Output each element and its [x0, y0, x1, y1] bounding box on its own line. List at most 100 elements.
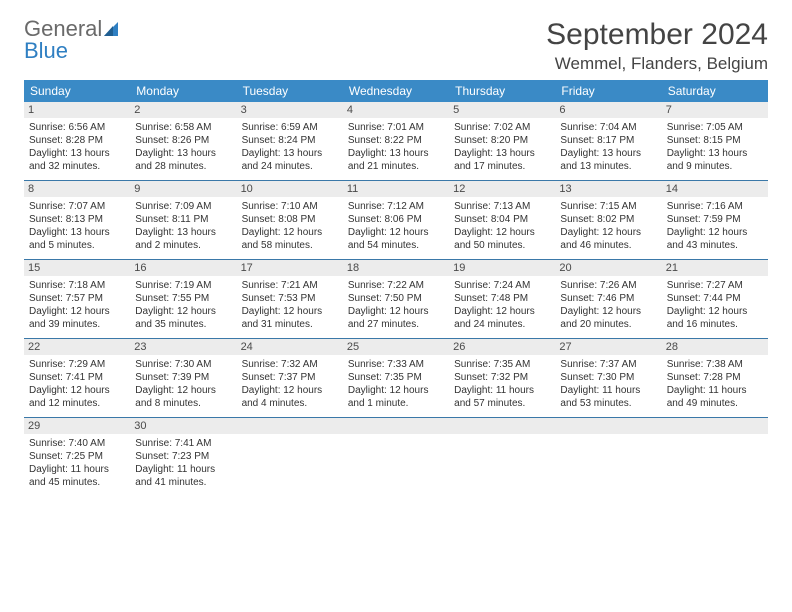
day-number: 29	[24, 418, 130, 434]
daylight-text: and 20 minutes.	[560, 318, 656, 331]
daylight-text: and 1 minute.	[348, 397, 444, 410]
day-cell: 30Sunrise: 7:41 AMSunset: 7:23 PMDayligh…	[130, 418, 236, 496]
daylight-text: and 32 minutes.	[29, 160, 125, 173]
daylight-text: Daylight: 12 hours	[667, 226, 763, 239]
sunrise-text: Sunrise: 7:10 AM	[242, 200, 338, 213]
day-cell: 6Sunrise: 7:04 AMSunset: 8:17 PMDaylight…	[555, 102, 661, 180]
sunrise-text: Sunrise: 7:04 AM	[560, 121, 656, 134]
day-number: 10	[237, 181, 343, 197]
day-number: 30	[130, 418, 236, 434]
sunset-text: Sunset: 8:15 PM	[667, 134, 763, 147]
calendar: Sunday Monday Tuesday Wednesday Thursday…	[24, 80, 768, 496]
sunset-text: Sunset: 8:22 PM	[348, 134, 444, 147]
day-cell: 10 Sunrise: 7:10 AMSunset: 8:08 PMDayligh…	[237, 181, 343, 259]
daylight-text: Daylight: 11 hours	[560, 384, 656, 397]
daylight-text: Daylight: 12 hours	[242, 305, 338, 318]
day-number: 1	[24, 102, 130, 118]
sunset-text: Sunset: 8:28 PM	[29, 134, 125, 147]
daylight-text: Daylight: 13 hours	[29, 147, 125, 160]
sunrise-text: Sunrise: 7:32 AM	[242, 358, 338, 371]
day-number: 23	[130, 339, 236, 355]
day-number	[662, 418, 768, 434]
day-cell: 27Sunrise: 7:37 AMSunset: 7:30 PMDayligh…	[555, 339, 661, 417]
sunset-text: Sunset: 7:32 PM	[454, 371, 550, 384]
daylight-text: Daylight: 11 hours	[29, 463, 125, 476]
day-number: 22	[24, 339, 130, 355]
day-cell: 9Sunrise: 7:09 AMSunset: 8:11 PMDaylight…	[130, 181, 236, 259]
sunset-text: Sunset: 8:08 PM	[242, 213, 338, 226]
daylight-text: and 24 minutes.	[454, 318, 550, 331]
day-cell: 14Sunrise: 7:16 AMSunset: 7:59 PMDayligh…	[662, 181, 768, 259]
sunset-text: Sunset: 7:37 PM	[242, 371, 338, 384]
sunset-text: Sunset: 8:04 PM	[454, 213, 550, 226]
sunrise-text: Sunrise: 7:24 AM	[454, 279, 550, 292]
logo-text: General Blue	[24, 18, 122, 62]
daylight-text: and 31 minutes.	[242, 318, 338, 331]
sunrise-text: Sunrise: 7:40 AM	[29, 437, 125, 450]
sunrise-text: Sunrise: 7:12 AM	[348, 200, 444, 213]
daylight-text: and 21 minutes.	[348, 160, 444, 173]
daylight-text: Daylight: 12 hours	[29, 384, 125, 397]
daylight-text: and 16 minutes.	[667, 318, 763, 331]
week-row: 22Sunrise: 7:29 AMSunset: 7:41 PMDayligh…	[24, 339, 768, 418]
sunrise-text: Sunrise: 7:05 AM	[667, 121, 763, 134]
daylight-text: and 53 minutes.	[560, 397, 656, 410]
daylight-text: and 17 minutes.	[454, 160, 550, 173]
weekday-tue: Tuesday	[237, 80, 343, 102]
sunset-text: Sunset: 7:57 PM	[29, 292, 125, 305]
day-number: 14	[662, 181, 768, 197]
day-number: 4	[343, 102, 449, 118]
day-cell-empty	[662, 418, 768, 496]
daylight-text: and 4 minutes.	[242, 397, 338, 410]
daylight-text: and 28 minutes.	[135, 160, 231, 173]
sunrise-text: Sunrise: 6:56 AM	[29, 121, 125, 134]
daylight-text: Daylight: 12 hours	[348, 305, 444, 318]
sunset-text: Sunset: 8:20 PM	[454, 134, 550, 147]
day-cell: 23Sunrise: 7:30 AMSunset: 7:39 PMDayligh…	[130, 339, 236, 417]
week-row: 1 Sunrise: 6:56 AMSunset: 8:28 PMDaylight…	[24, 102, 768, 181]
daylight-text: Daylight: 12 hours	[667, 305, 763, 318]
sunrise-text: Sunrise: 7:30 AM	[135, 358, 231, 371]
day-cell: 2Sunrise: 6:58 AMSunset: 8:26 PMDaylight…	[130, 102, 236, 180]
daylight-text: and 46 minutes.	[560, 239, 656, 252]
day-cell: 3Sunrise: 6:59 AMSunset: 8:24 PMDaylight…	[237, 102, 343, 180]
day-number: 12	[449, 181, 555, 197]
weekday-header: Sunday Monday Tuesday Wednesday Thursday…	[24, 80, 768, 102]
day-cell: 7Sunrise: 7:05 AMSunset: 8:15 PMDaylight…	[662, 102, 768, 180]
day-number: 24	[237, 339, 343, 355]
sunset-text: Sunset: 7:55 PM	[135, 292, 231, 305]
daylight-text: and 13 minutes.	[560, 160, 656, 173]
day-cell: 29Sunrise: 7:40 AMSunset: 7:25 PMDayligh…	[24, 418, 130, 496]
day-cell: 26Sunrise: 7:35 AMSunset: 7:32 PMDayligh…	[449, 339, 555, 417]
weekday-fri: Friday	[555, 80, 661, 102]
day-number: 2	[130, 102, 236, 118]
sunset-text: Sunset: 7:39 PM	[135, 371, 231, 384]
day-number: 9	[130, 181, 236, 197]
daylight-text: and 39 minutes.	[29, 318, 125, 331]
sunset-text: Sunset: 7:48 PM	[454, 292, 550, 305]
sunrise-text: Sunrise: 7:09 AM	[135, 200, 231, 213]
daylight-text: and 12 minutes.	[29, 397, 125, 410]
day-cell: 21Sunrise: 7:27 AMSunset: 7:44 PMDayligh…	[662, 260, 768, 338]
day-number: 13	[555, 181, 661, 197]
day-number: 25	[343, 339, 449, 355]
day-cell: 25Sunrise: 7:33 AMSunset: 7:35 PMDayligh…	[343, 339, 449, 417]
day-number: 27	[555, 339, 661, 355]
daylight-text: and 24 minutes.	[242, 160, 338, 173]
day-cell: 22Sunrise: 7:29 AMSunset: 7:41 PMDayligh…	[24, 339, 130, 417]
title-block: September 2024 Wemmel, Flanders, Belgium	[546, 18, 768, 74]
sunset-text: Sunset: 8:17 PM	[560, 134, 656, 147]
day-number	[343, 418, 449, 434]
sail-icon	[104, 16, 122, 41]
weekday-sun: Sunday	[24, 80, 130, 102]
sunrise-text: Sunrise: 7:26 AM	[560, 279, 656, 292]
sunrise-text: Sunrise: 7:37 AM	[560, 358, 656, 371]
daylight-text: Daylight: 12 hours	[242, 226, 338, 239]
daylight-text: and 58 minutes.	[242, 239, 338, 252]
sunset-text: Sunset: 7:23 PM	[135, 450, 231, 463]
sunrise-text: Sunrise: 6:59 AM	[242, 121, 338, 134]
sunset-text: Sunset: 8:11 PM	[135, 213, 231, 226]
day-cell: 19Sunrise: 7:24 AMSunset: 7:48 PMDayligh…	[449, 260, 555, 338]
daylight-text: and 27 minutes.	[348, 318, 444, 331]
daylight-text: Daylight: 12 hours	[348, 384, 444, 397]
